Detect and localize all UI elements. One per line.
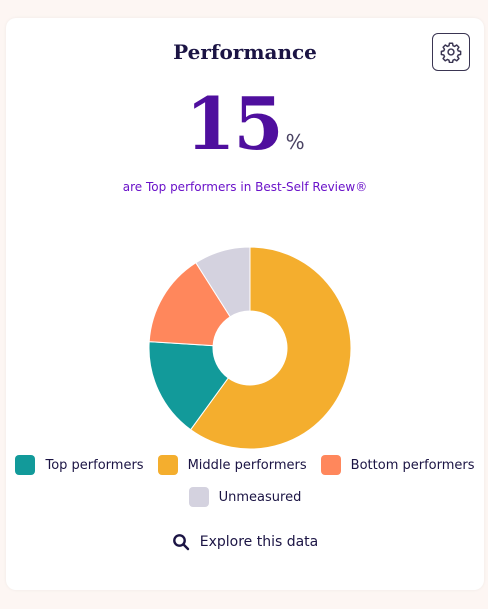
legend-label: Bottom performers [350,457,475,473]
legend-label: Unmeasured [218,489,302,505]
slice-bottom-performers[interactable] [148,262,231,347]
legend-row: Unmeasured [6,486,484,508]
legend-item-bottom-performers[interactable]: Bottom performers [320,455,475,475]
legend-row: Top performers Middle performers Bottom pe… [6,454,484,476]
legend-item-middle-performers[interactable]: Middle performers [157,455,307,475]
stat-unit: % [285,130,305,154]
donut-chart [148,246,352,450]
legend-item-unmeasured[interactable]: Unmeasured [188,487,302,507]
stat-subtitle: are Top performers in Best-Self Review® [122,180,368,194]
settings-button[interactable] [432,33,470,71]
legend-swatch [188,487,209,507]
legend-label: Top performers [45,457,144,473]
slice-top-performers[interactable] [148,341,229,431]
slice-unmeasured[interactable] [195,246,251,318]
legend-item-top-performers[interactable]: Top performers [15,455,144,475]
top-performers-stat: 15% [6,82,484,166]
chart-legend: Top performers Middle performers Bottom pe… [6,454,484,518]
slice-middle-performers[interactable] [189,246,352,450]
legend-label: Middle performers [187,457,307,473]
explore-data-link[interactable]: Explore this data [6,533,484,551]
card-title: Performance [173,40,317,64]
explore-label: Explore this data [199,534,319,550]
performance-card: Performance 15% are Top performers in Be… [6,18,484,590]
legend-swatch [157,455,178,475]
search-icon [172,533,190,551]
legend-swatch [15,455,36,475]
gear-icon [440,42,462,63]
stat-value: 15 [185,81,283,166]
legend-swatch [320,455,341,475]
